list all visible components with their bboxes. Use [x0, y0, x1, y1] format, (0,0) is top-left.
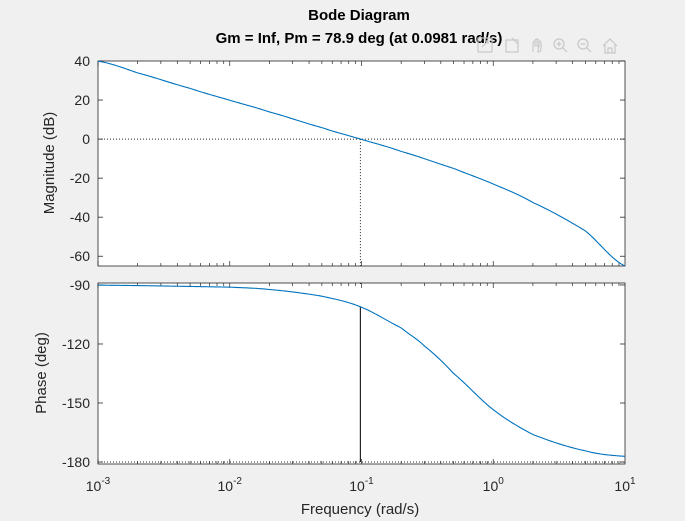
magnitude-axes: 40 20 0 -20 -40 -60 Magnitude (dB): [41, 53, 626, 267]
phase-plot-area: [97, 282, 626, 465]
x-tick-label: 10-2: [218, 476, 243, 494]
x-tick-label: 100: [483, 476, 505, 494]
home-icon[interactable]: [602, 38, 618, 54]
export-icon[interactable]: [477, 37, 493, 53]
phase-ytick-label: -180: [62, 454, 90, 470]
magnitude-ytick-label: -20: [70, 170, 90, 186]
phase-axes: -90 -120 -150 -180 Phase (deg): [33, 277, 626, 470]
magnitude-series-line: [97, 60, 626, 267]
x-axis-label: Frequency (rad/s): [301, 501, 419, 518]
phase-ytick-label: -150: [62, 395, 90, 411]
chart-subtitle: Gm = Inf, Pm = 78.9 deg (at 0.0981 rad/s…: [216, 30, 503, 47]
magnitude-ytick-label: 20: [74, 92, 90, 108]
pan-icon[interactable]: [532, 38, 542, 53]
zoom-in-icon[interactable]: [553, 38, 568, 53]
chart-title: Bode Diagram: [308, 7, 410, 24]
x-tick-label: 10-3: [86, 476, 111, 494]
magnitude-plot-area: [97, 60, 626, 267]
axes-toolbar: [477, 37, 618, 54]
phase-series-line: [97, 284, 626, 457]
magnitude-ytick-label: -60: [70, 248, 90, 264]
x-tick-label: 101: [614, 476, 636, 494]
magnitude-ytick-label: 0: [82, 131, 90, 147]
zoom-out-icon[interactable]: [577, 38, 592, 53]
magnitude-ytick-label: 40: [74, 53, 90, 69]
x-tick-label: 10-1: [349, 476, 374, 494]
brush-icon[interactable]: [505, 37, 519, 53]
phase-ylabel: Phase (deg): [33, 332, 50, 414]
magnitude-ytick-label: -40: [70, 209, 90, 225]
magnitude-ylabel: Magnitude (dB): [41, 112, 58, 215]
phase-ytick-label: -120: [62, 336, 90, 352]
phase-ytick-label: -90: [70, 277, 90, 293]
